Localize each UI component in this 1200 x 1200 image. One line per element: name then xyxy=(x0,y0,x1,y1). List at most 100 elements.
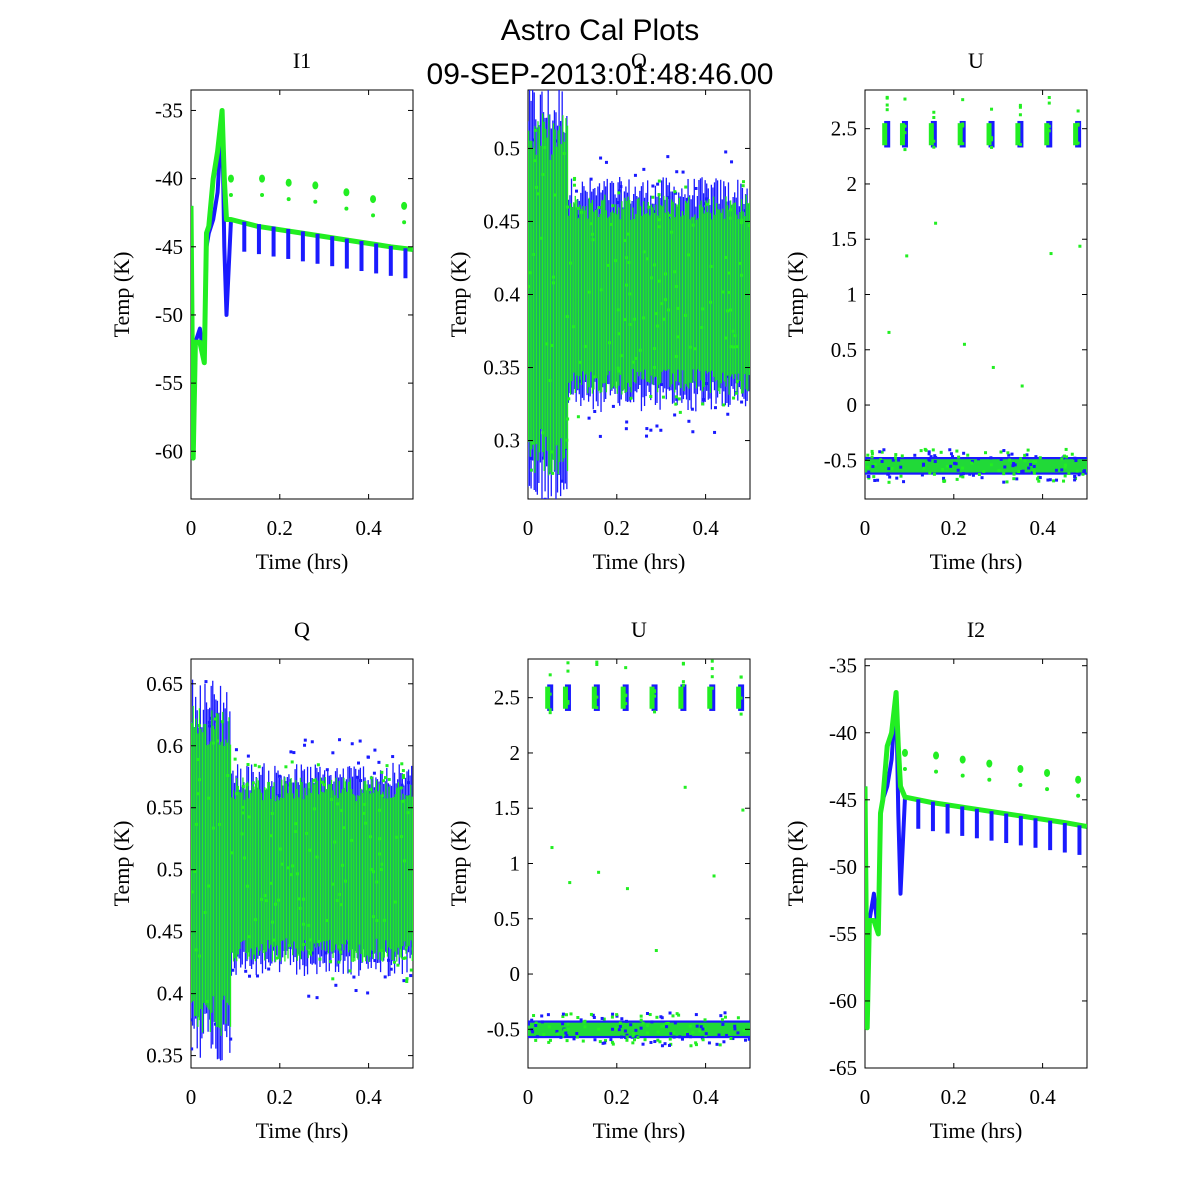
y-tick-label: -55 xyxy=(829,922,857,946)
series-point-green xyxy=(1047,129,1051,133)
series-point-blue xyxy=(705,382,709,386)
series-point-green xyxy=(368,835,372,839)
series-point-low xyxy=(611,1042,615,1046)
x-tick-label: 0.4 xyxy=(1029,516,1056,540)
series-point-green xyxy=(308,848,312,852)
series-point-low xyxy=(609,1038,613,1042)
series-point-green xyxy=(617,191,621,195)
series-point-low xyxy=(966,453,970,457)
series-point-green xyxy=(628,292,632,296)
series-point-low xyxy=(720,1018,724,1022)
series-point-green xyxy=(533,159,537,163)
series-point-low xyxy=(677,1013,681,1017)
series-point-blue xyxy=(675,397,679,401)
series-point-green xyxy=(652,263,656,267)
series-point-green xyxy=(566,661,570,665)
series-point-low xyxy=(956,468,960,472)
series-point-green xyxy=(280,862,284,866)
series-point-low xyxy=(921,464,925,468)
series-point-low xyxy=(955,449,959,453)
series-point-low xyxy=(942,476,946,480)
series-point-low xyxy=(611,1027,615,1031)
series-point-green xyxy=(606,263,610,267)
series-point-low xyxy=(589,1012,593,1016)
series-point-green xyxy=(1047,124,1051,128)
series-point-blue xyxy=(611,404,615,408)
series-point-low xyxy=(977,457,981,461)
series-point-low xyxy=(532,1014,536,1018)
series-point-low xyxy=(684,1031,688,1035)
series-point-green xyxy=(613,259,617,263)
series-point-low xyxy=(660,1025,664,1029)
series-point-blue xyxy=(690,407,694,411)
series-point-green xyxy=(1047,101,1051,105)
series-point-blue xyxy=(674,191,678,195)
y-axis-label: Temp (K) xyxy=(446,252,471,338)
y-tick-label: 0 xyxy=(847,393,858,417)
series-point-green xyxy=(191,890,195,894)
panel-title: Q xyxy=(631,48,647,73)
series-point-low xyxy=(1060,457,1064,461)
series-point-low xyxy=(723,1011,727,1015)
series-cluster-green xyxy=(1073,123,1079,146)
series-point-green xyxy=(961,98,965,102)
series-point-low xyxy=(688,1024,692,1028)
series-point-green xyxy=(727,290,731,294)
y-tick-label: 0.45 xyxy=(483,209,520,233)
series-point-low xyxy=(566,1027,570,1031)
series-point-green xyxy=(577,206,581,210)
series-point-low xyxy=(951,455,955,459)
series-point-green xyxy=(578,360,582,364)
series-point-blue xyxy=(310,740,314,744)
series-point-blue xyxy=(725,374,729,378)
series-point-green xyxy=(339,950,343,954)
series-point-low xyxy=(576,1016,580,1020)
series-point-green xyxy=(550,846,554,850)
panel-1: 0 0.2 0.4 -35 -40 -45 -50 -55 -60 I1 Time (hrs) Tem… xyxy=(109,48,414,574)
series-point-low xyxy=(563,1028,567,1032)
series-point-green xyxy=(404,946,408,950)
series-point-low xyxy=(561,1015,565,1019)
series-point-blue xyxy=(666,155,670,159)
series-point-green xyxy=(368,787,372,791)
series-point-green xyxy=(317,940,321,944)
series-point-green xyxy=(747,224,750,228)
series-point-low xyxy=(689,1035,693,1039)
series-point-green xyxy=(325,918,329,922)
series-point-green xyxy=(212,826,216,830)
series-point-low xyxy=(927,457,931,461)
series-point-low xyxy=(729,1036,733,1040)
series-point-low xyxy=(982,470,986,474)
series-point-low xyxy=(902,480,906,484)
series-point-low xyxy=(873,463,877,467)
series-point-low xyxy=(694,1013,698,1017)
panel-title: Q xyxy=(294,617,310,642)
series-point-green xyxy=(655,324,659,328)
series-point-green xyxy=(253,763,257,767)
series-point-low xyxy=(666,1021,670,1025)
series-point-green xyxy=(960,773,965,778)
series-point-green xyxy=(380,770,384,774)
series-point-green xyxy=(657,193,661,197)
series-point-green xyxy=(687,253,691,257)
series-point-green xyxy=(623,318,627,322)
series-point-blue xyxy=(715,294,719,298)
series-point-green xyxy=(217,823,221,827)
series-point-low xyxy=(534,1021,538,1025)
series-point-green xyxy=(203,910,207,914)
series-point-green xyxy=(595,660,599,664)
series-point-low xyxy=(1019,457,1023,461)
series-point-low xyxy=(615,1014,619,1018)
series-point-blue xyxy=(540,416,544,420)
series-point-low xyxy=(1052,479,1056,483)
series-point-low xyxy=(872,475,876,479)
series-point-green xyxy=(990,145,994,149)
y-tick-label: -50 xyxy=(155,303,183,327)
series-point-green xyxy=(196,757,200,761)
series-point-low xyxy=(1062,479,1066,483)
series-point-green xyxy=(532,252,536,256)
y-tick-label: 0.5 xyxy=(157,858,183,882)
series-point-blue xyxy=(195,797,199,801)
x-tick-label: 0.2 xyxy=(604,1085,630,1109)
series-point-green xyxy=(371,213,376,218)
